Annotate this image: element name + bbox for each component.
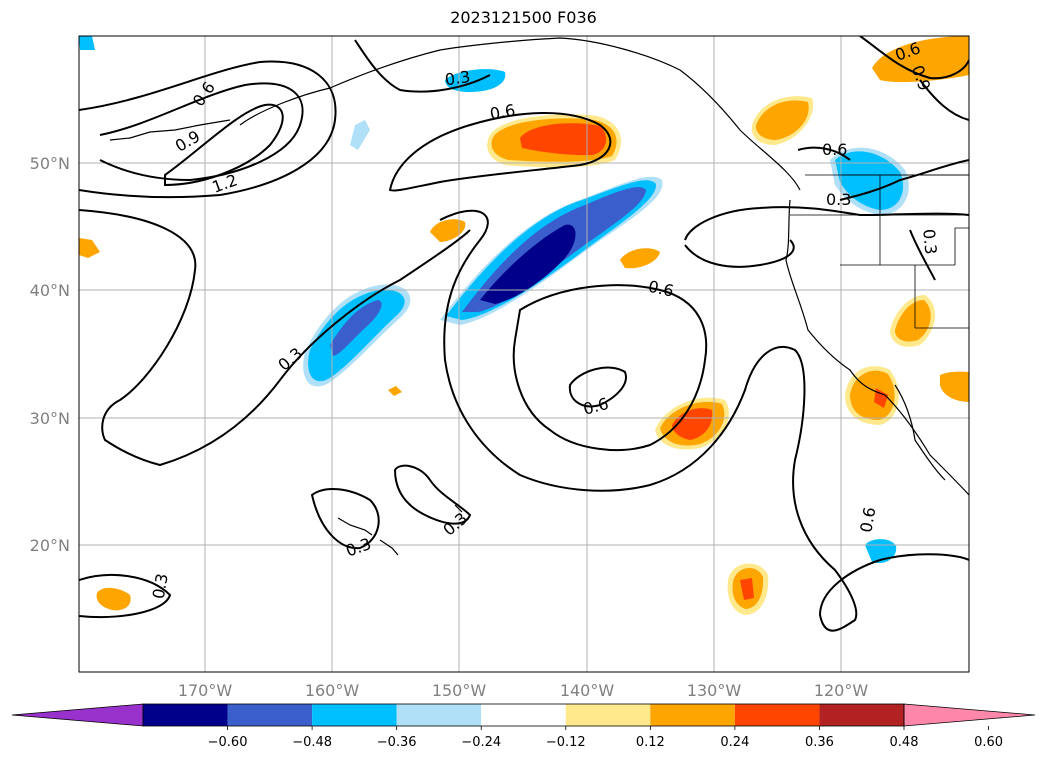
colorbar-label: −0.48: [292, 735, 332, 750]
lat-label: 30°N: [30, 409, 70, 428]
colorbar-box: [143, 704, 228, 726]
latitude-labels: 50°N 40°N 30°N 20°N: [30, 154, 70, 555]
colorbar-label: −0.24: [461, 735, 501, 750]
positive-anomaly-north-inner: [520, 123, 607, 156]
colorbar: −0.60 −0.48 −0.36 −0.24 −0.12 0.12 0.24 0.36 0.4…: [11, 703, 1036, 750]
colorbar-label: 0.36: [805, 735, 834, 750]
contour-label: 0.6: [856, 506, 879, 534]
colorbar-label: −0.36: [377, 735, 417, 750]
negative-anomaly-aleutian: [350, 120, 370, 150]
lon-label: 130°W: [687, 681, 742, 700]
colorbar-extend-min: [11, 703, 144, 727]
positive-anomaly-nevada-core: [895, 300, 931, 342]
colorbar-label: 0.24: [720, 735, 749, 750]
colorbar-box: [565, 704, 651, 726]
negative-anomaly-pnw-core: [835, 151, 904, 210]
lat-label: 50°N: [30, 154, 70, 173]
positive-anomaly-subtropic-inner: [672, 408, 713, 440]
colorbar-box: [650, 704, 735, 726]
colorbar-outline: [142, 703, 905, 727]
lon-label: 120°W: [814, 681, 869, 700]
map-frame: [78, 35, 970, 673]
positive-anomaly-ne: [872, 36, 969, 83]
lat-label: 20°N: [30, 536, 70, 555]
longitude-labels: 170°W 160°W 150°W 140°W 130°W 120°W: [178, 681, 869, 700]
positive-anomaly-south-inner: [740, 578, 754, 600]
lon-label: 170°W: [178, 681, 233, 700]
positive-anomaly-sw: [96, 587, 131, 611]
colorbar-label: 0.48: [890, 735, 919, 750]
lat-label: 40°N: [30, 281, 70, 300]
positive-anomaly-small-2: [620, 248, 660, 269]
positive-anomaly-arizona: [940, 371, 969, 402]
lon-label: 150°W: [432, 681, 487, 700]
map-content: 0.6 0.9 1.2 0.3 0.6 0.3 0.6 0.3 0.6 0.3 …: [79, 36, 969, 672]
colorbar-box: [734, 704, 820, 726]
positive-anomaly-west-edge: [79, 238, 100, 258]
contour-label: 0.3: [149, 572, 172, 600]
contour-lines: [79, 36, 969, 632]
lon-label: 160°W: [305, 681, 360, 700]
contour-label: 0.6: [488, 100, 516, 123]
colorbar-extend-max: [903, 703, 1036, 727]
negative-anomaly-band-peak: [480, 224, 576, 304]
colorbar-label: −0.60: [208, 735, 248, 750]
contour-label: 0.3: [826, 190, 851, 209]
negative-anomaly-west-inner: [330, 300, 382, 356]
colorbar-box: [481, 704, 566, 726]
shaded-anomalies: [79, 36, 969, 615]
contour-label: 0.6: [647, 277, 676, 301]
positive-anomaly-baja-inner: [874, 388, 888, 408]
lon-label: 140°W: [560, 681, 615, 700]
positive-anomaly-small-3: [388, 386, 402, 396]
map-title: 2023121500 F036: [450, 8, 597, 27]
colorbar-label: −0.12: [546, 735, 586, 750]
colorbar-box: [819, 704, 904, 726]
colorbar-label: 0.12: [636, 735, 665, 750]
colorbar-box: [312, 704, 397, 726]
positive-anomaly-small-1: [430, 219, 466, 242]
contour-label: 0.3: [444, 67, 472, 89]
contour-label: 0.3: [919, 228, 940, 255]
contour-label: 0.6: [822, 140, 847, 159]
negative-anomaly-corner: [79, 36, 95, 50]
colorbar-box: [227, 704, 313, 726]
colorbar-box: [396, 704, 482, 726]
graticule: [79, 36, 969, 672]
colorbar-label: 0.60: [974, 735, 1003, 750]
positive-anomaly-bc-core: [755, 100, 809, 140]
